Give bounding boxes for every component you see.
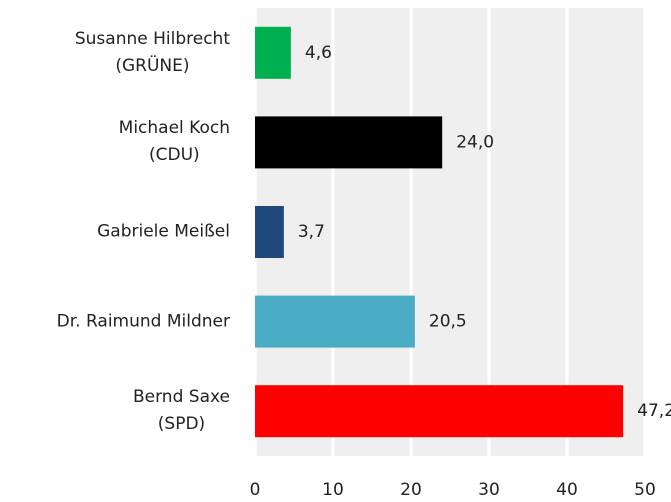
x-tick-label: 20 bbox=[400, 480, 422, 500]
bar bbox=[255, 295, 415, 348]
x-tick-label: 40 bbox=[556, 480, 578, 500]
x-tick-label: 30 bbox=[478, 480, 500, 500]
x-tick-label: 10 bbox=[322, 480, 344, 500]
y-tick-label: Michael Koch (CDU) bbox=[118, 118, 230, 166]
value-label: 24,0 bbox=[456, 132, 494, 152]
y-tick-label: Dr. Raimund Mildner bbox=[56, 311, 230, 332]
value-label: 3,7 bbox=[298, 222, 325, 242]
bar bbox=[255, 206, 284, 258]
value-label: 4,6 bbox=[305, 43, 332, 63]
plot-background bbox=[255, 8, 645, 456]
bar bbox=[255, 116, 443, 169]
bar bbox=[255, 26, 291, 79]
y-tick-label: Gabriele Meißel bbox=[97, 221, 230, 242]
y-tick-label: Bernd Saxe (SPD) bbox=[133, 387, 230, 435]
x-tick-label: 50 bbox=[634, 480, 656, 500]
value-label: 47,2 bbox=[637, 401, 671, 421]
value-label: 20,5 bbox=[429, 312, 467, 332]
y-tick-label: Susanne Hilbrecht (GRÜNE) bbox=[74, 28, 230, 76]
x-tick-label: 0 bbox=[250, 480, 261, 500]
bar bbox=[255, 385, 624, 438]
